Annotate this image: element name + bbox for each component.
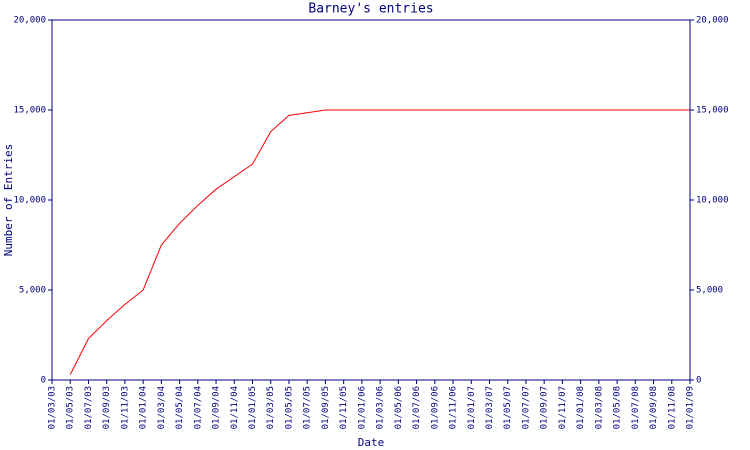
x-tick-label: 01/03/08 [594,386,604,429]
x-tick-label: 01/05/07 [503,386,513,429]
x-tick-label: 01/05/05 [284,386,294,429]
y-tick-label: 0 [41,376,46,386]
x-tick-label: 01/07/05 [303,386,313,429]
x-tick-label: 01/05/04 [175,386,185,429]
x-tick-label: 01/05/06 [394,386,404,429]
x-tick-label: 01/07/08 [631,386,641,429]
x-tick-label: 01/03/04 [157,386,167,429]
x-tick-label: 01/11/06 [449,386,459,429]
x-axis-label: Date [358,436,385,449]
x-tick-label: 01/09/03 [102,386,112,429]
x-tick-label: 01/03/03 [48,386,58,429]
x-tick-label: 01/07/07 [521,386,531,429]
y2-tick-label: 20,000 [696,16,729,26]
x-tick-label: 01/09/05 [321,386,331,429]
x-tick-label: 01/07/04 [193,386,203,429]
y-tick-label: 5,000 [19,286,46,296]
y2-tick-label: 10,000 [696,196,729,206]
x-tick-label: 01/01/09 [686,386,696,429]
y2-tick-label: 5,000 [696,286,723,296]
x-tick-label: 01/05/03 [66,386,76,429]
y2-tick-label: 15,000 [696,106,729,116]
x-tick-label: 01/11/07 [558,386,568,429]
x-tick-label: 01/07/06 [412,386,422,429]
x-tick-label: 01/11/04 [230,386,240,429]
x-tick-label: 01/07/03 [84,386,94,429]
x-tick-label: 01/05/08 [613,386,623,429]
y2-tick-label: 0 [696,376,701,386]
x-tick-label: 01/01/04 [139,386,149,429]
x-tick-label: 01/11/03 [120,386,130,429]
x-tick-label: 01/09/08 [649,386,659,429]
y-axis-label: Number of Entries [2,144,15,257]
x-tick-label: 01/09/04 [212,386,222,429]
x-tick-label: 01/03/05 [266,386,276,429]
x-tick-label: 01/01/06 [357,386,367,429]
x-tick-label: 01/09/06 [430,386,440,429]
x-tick-label: 01/03/06 [376,386,386,429]
y-tick-label: 10,000 [13,196,46,206]
data-line [69,109,690,375]
x-tick-label: 01/03/07 [485,386,495,429]
x-tick-label: 01/01/08 [576,386,586,429]
x-tick-label: 01/01/07 [467,386,477,429]
x-tick-label: 01/11/08 [667,386,677,429]
y-tick-label: 20,000 [13,16,46,26]
x-tick-label: 01/09/07 [540,386,550,429]
x-tick-label: 01/11/05 [339,386,349,429]
y-tick-label: 15,000 [13,106,46,116]
chart-title: Barney's entries [308,2,433,17]
x-tick-label: 01/01/05 [248,386,258,429]
